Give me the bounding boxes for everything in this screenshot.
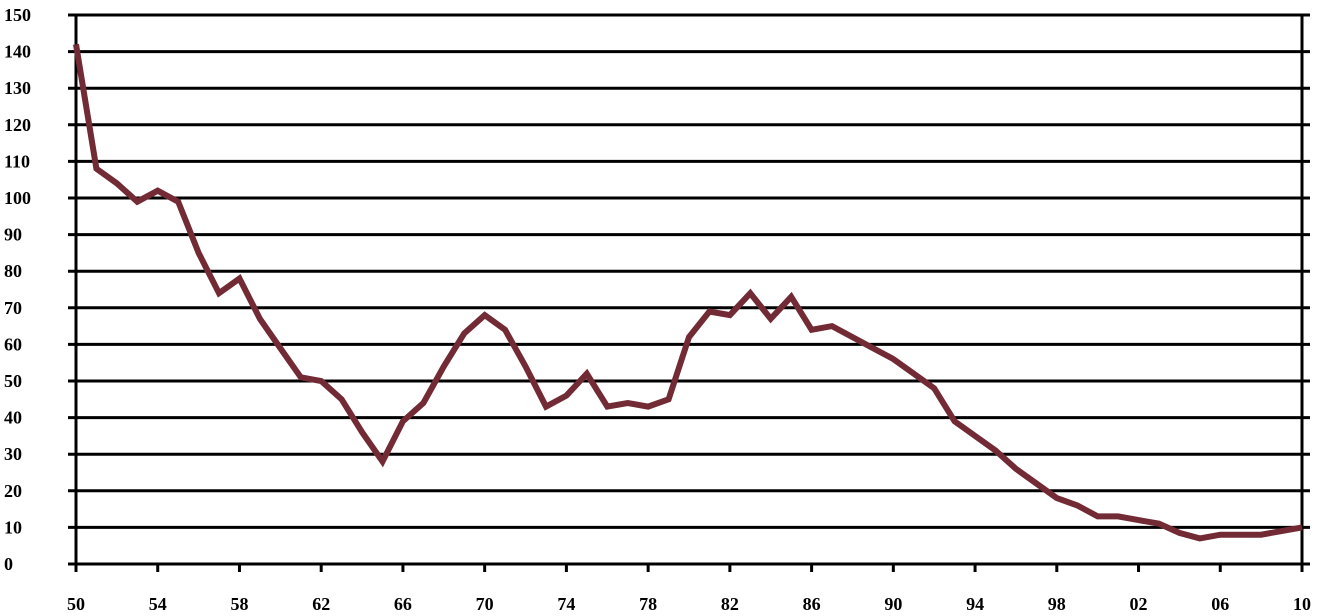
- x-tick-label: 74: [557, 594, 575, 614]
- x-tick-label: 66: [394, 594, 412, 614]
- y-tick-label: 110: [4, 151, 30, 171]
- y-tick-label: 150: [4, 5, 31, 25]
- y-tick-label: 90: [4, 225, 22, 245]
- y-tick-label: 50: [4, 371, 22, 391]
- y-tick-label: 140: [4, 42, 31, 62]
- y-tick-label: 10: [4, 517, 22, 537]
- x-tick-label: 94: [966, 594, 984, 614]
- x-tick-label: 54: [149, 594, 167, 614]
- x-tick-labels: 50 54 58 62 66 70 74 78 82 86 90 94 98 02 06 10: [67, 594, 1311, 614]
- y-tick-label: 0: [4, 554, 13, 574]
- x-tick-label: 50: [67, 594, 85, 614]
- x-tick-label: 98: [1048, 594, 1066, 614]
- x-tick-label: 78: [639, 594, 657, 614]
- axes: [74, 15, 1304, 572]
- x-tick-label: 10: [1293, 594, 1311, 614]
- y-tick-labels: 0 10 20 30 40 50 60 70 80 90 100 110 120 130 140 150: [4, 5, 31, 574]
- x-tick-label: 70: [476, 594, 494, 614]
- x-tick-label: 58: [230, 594, 248, 614]
- gridlines: [68, 13, 1310, 566]
- x-tick-label: 86: [803, 594, 821, 614]
- series-line-0: [73, 43, 1303, 542]
- y-tick-label: 60: [4, 334, 22, 354]
- x-tick-label: 06: [1211, 594, 1229, 614]
- y-tick-label: 40: [4, 408, 22, 428]
- y-tick-label: 70: [4, 298, 22, 318]
- y-tick-label: 20: [4, 481, 22, 501]
- x-tick-label: 90: [884, 594, 902, 614]
- x-tick-label: 82: [721, 594, 739, 614]
- y-tick-label: 80: [4, 261, 22, 281]
- y-tick-label: 100: [4, 188, 31, 208]
- y-tick-label: 120: [4, 115, 31, 135]
- y-tick-label: 30: [4, 444, 22, 464]
- series-layer: [73, 43, 1303, 542]
- y-tick-label: 130: [4, 78, 31, 98]
- x-tick-label: 02: [1130, 594, 1148, 614]
- x-tick-label: 62: [312, 594, 330, 614]
